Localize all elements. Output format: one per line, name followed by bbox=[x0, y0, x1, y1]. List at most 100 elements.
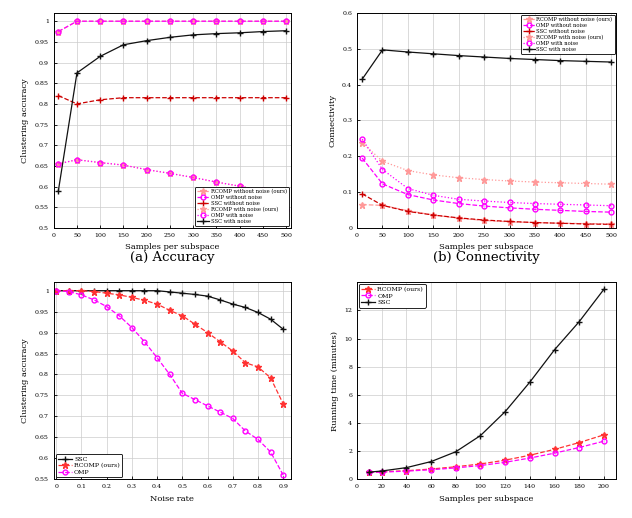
SSC bbox=[526, 379, 533, 385]
OMP without noise bbox=[506, 205, 513, 211]
X-axis label: Samples per subspace: Samples per subspace bbox=[439, 243, 534, 251]
RCOMP with noise (ours) bbox=[236, 183, 243, 189]
OMP bbox=[103, 304, 111, 310]
RCOMP (ours) bbox=[103, 290, 111, 296]
OMP with noise bbox=[143, 166, 150, 172]
SSC bbox=[501, 409, 509, 415]
SSC bbox=[378, 468, 386, 474]
RCOMP (ours) bbox=[154, 301, 161, 307]
SSC with noise bbox=[506, 55, 513, 62]
SSC without noise bbox=[190, 95, 197, 101]
OMP with noise bbox=[119, 162, 127, 168]
OMP with noise bbox=[166, 170, 174, 177]
RCOMP without noise (ours) bbox=[236, 18, 243, 24]
Line: SSC with noise: SSC with noise bbox=[55, 27, 289, 194]
RCOMP (ours) bbox=[78, 287, 85, 294]
RCOMP (ours) bbox=[191, 321, 198, 327]
OMP bbox=[279, 472, 287, 478]
OMP bbox=[241, 428, 249, 434]
RCOMP with noise (ours) bbox=[506, 178, 513, 184]
OMP bbox=[501, 459, 509, 465]
RCOMP with noise (ours) bbox=[54, 161, 62, 167]
RCOMP (ours) bbox=[229, 348, 236, 354]
SSC without noise bbox=[480, 217, 488, 223]
OMP without noise bbox=[212, 18, 220, 24]
SSC bbox=[128, 287, 136, 294]
OMP with noise bbox=[97, 160, 104, 166]
SSC bbox=[103, 287, 111, 294]
SSC without noise bbox=[54, 93, 62, 99]
OMP bbox=[116, 313, 123, 319]
OMP bbox=[166, 371, 174, 378]
OMP bbox=[600, 438, 607, 444]
OMP with noise bbox=[54, 161, 62, 167]
SSC with noise bbox=[531, 56, 538, 63]
Line: SSC: SSC bbox=[53, 287, 286, 333]
Legend: RCOMP without noise (ours), OMP without noise, SSC without noise, RCOMP with noi: RCOMP without noise (ours), OMP without … bbox=[521, 15, 614, 54]
RCOMP without noise (ours) bbox=[119, 18, 127, 24]
Line: SSC without noise: SSC without noise bbox=[55, 92, 289, 107]
RCOMP (ours) bbox=[600, 432, 607, 438]
SSC bbox=[191, 291, 198, 297]
SSC bbox=[477, 433, 484, 439]
X-axis label: Noise rate: Noise rate bbox=[150, 495, 194, 502]
OMP with noise bbox=[358, 136, 366, 142]
X-axis label: Samples per subspace: Samples per subspace bbox=[439, 495, 534, 502]
SSC bbox=[166, 289, 174, 295]
RCOMP (ours) bbox=[403, 468, 410, 474]
SSC bbox=[141, 287, 149, 294]
SSC bbox=[550, 347, 558, 353]
SSC without noise bbox=[259, 95, 267, 101]
Line: RCOMP without noise (ours): RCOMP without noise (ours) bbox=[55, 18, 289, 35]
OMP bbox=[403, 468, 410, 474]
SSC without noise bbox=[119, 95, 127, 101]
SSC bbox=[154, 287, 161, 294]
RCOMP (ours) bbox=[116, 292, 123, 298]
SSC with noise bbox=[73, 70, 81, 76]
Line: OMP: OMP bbox=[367, 439, 606, 475]
OMP bbox=[477, 463, 484, 469]
OMP bbox=[128, 324, 136, 330]
RCOMP with noise (ours) bbox=[97, 160, 104, 166]
OMP with noise bbox=[73, 156, 81, 163]
OMP without noise bbox=[236, 18, 243, 24]
OMP with noise bbox=[379, 166, 386, 172]
SSC bbox=[216, 297, 224, 303]
OMP with noise bbox=[557, 201, 564, 207]
SSC bbox=[403, 465, 410, 471]
OMP without noise bbox=[557, 207, 564, 213]
OMP with noise bbox=[607, 203, 615, 209]
OMP without noise bbox=[143, 18, 150, 24]
Line: RCOMP without noise (ours): RCOMP without noise (ours) bbox=[359, 202, 614, 227]
RCOMP without noise (ours) bbox=[430, 212, 437, 218]
OMP without noise bbox=[531, 206, 538, 212]
RCOMP without noise (ours) bbox=[166, 18, 174, 24]
RCOMP with noise (ours) bbox=[455, 175, 463, 181]
SSC without noise bbox=[607, 221, 615, 227]
Legend: RCOMP without noise (ours), OMP without noise, SSC without noise, RCOMP with noi: RCOMP without noise (ours), OMP without … bbox=[195, 187, 289, 226]
OMP bbox=[216, 409, 224, 415]
RCOMP without noise (ours) bbox=[455, 215, 463, 221]
OMP without noise bbox=[166, 18, 174, 24]
Line: RCOMP (ours): RCOMP (ours) bbox=[367, 431, 607, 476]
Line: SSC with noise: SSC with noise bbox=[359, 47, 614, 83]
RCOMP with noise (ours) bbox=[430, 172, 437, 178]
RCOMP without noise (ours) bbox=[73, 18, 81, 24]
RCOMP (ours) bbox=[90, 289, 98, 295]
SSC bbox=[452, 449, 459, 455]
OMP with noise bbox=[582, 202, 590, 208]
OMP bbox=[78, 292, 85, 298]
OMP without noise bbox=[358, 155, 366, 161]
RCOMP with noise (ours) bbox=[582, 180, 590, 186]
SSC bbox=[178, 290, 186, 296]
OMP with noise bbox=[212, 179, 220, 185]
SSC with noise bbox=[236, 30, 243, 36]
SSC with noise bbox=[557, 57, 564, 64]
OMP without noise bbox=[97, 18, 104, 24]
OMP without noise bbox=[73, 18, 81, 24]
RCOMP without noise (ours) bbox=[143, 18, 150, 24]
RCOMP with noise (ours) bbox=[404, 167, 411, 174]
RCOMP (ours) bbox=[526, 452, 533, 458]
Y-axis label: Connectivity: Connectivity bbox=[329, 94, 336, 147]
SSC bbox=[65, 287, 73, 294]
